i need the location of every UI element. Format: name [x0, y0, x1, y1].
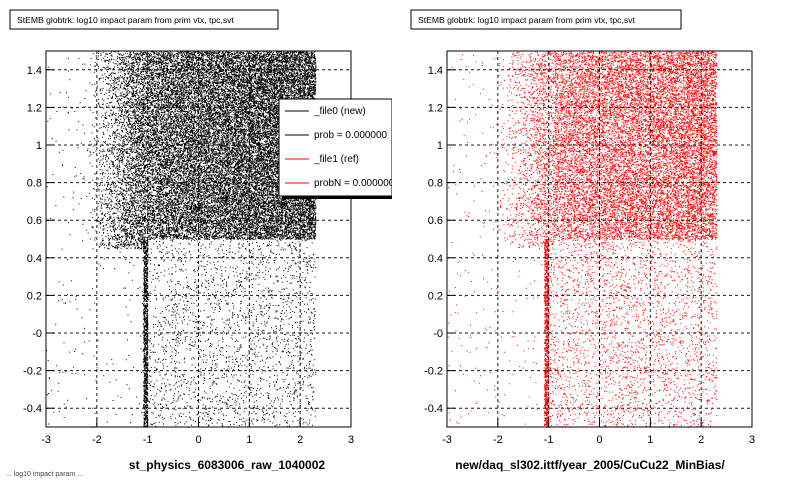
scatter-points — [447, 51, 718, 428]
title-box: StEMB globtrk: log10 impact param from p… — [410, 9, 682, 30]
y-tick-label: -0.2 — [23, 366, 42, 378]
x-tick-label: -1 — [544, 434, 554, 446]
title-box: StEMB globtrk: log10 impact param from p… — [9, 9, 279, 30]
legend-entry: probN = 0.000000 — [285, 178, 395, 189]
y-tick-label: 1 — [36, 140, 42, 152]
y-tick-label: 0.6 — [428, 215, 443, 227]
legend-entry: prob = 0.000000 — [285, 130, 388, 141]
y-tick-label: 0.8 — [27, 178, 42, 190]
legend-label: _file1 (ref) — [313, 154, 359, 165]
x-tick-label: -3 — [442, 434, 452, 446]
chart-title: StEMB globtrk: log10 impact param from p… — [418, 15, 635, 25]
y-tick-label: 1.2 — [428, 102, 443, 114]
legend-label: probN = 0.000000 — [314, 178, 395, 189]
legend: _file0 (new) prob = 0.000000 _file1 (ref) p… — [278, 98, 398, 201]
y-tick-label: 0.4 — [428, 253, 443, 265]
left-panel: StEMB globtrk: log10 impact param from p… — [9, 9, 398, 472]
y-tick-label: 1.4 — [27, 65, 42, 77]
y-tick-label: -0.4 — [23, 403, 42, 415]
y-tick-label: 0.2 — [428, 290, 443, 302]
y-tick-label: 0.4 — [27, 253, 42, 265]
y-tick-label: 0.2 — [27, 290, 42, 302]
y-tick-label: 0.6 — [27, 215, 42, 227]
axis-ticks: -3 -2 -1 0 1 2 3 -0.4 -0.2 -0 0.2 0.4 0.6 0.8 1 1.2 1.4 — [23, 65, 354, 446]
y-tick-label: -0.2 — [424, 366, 443, 378]
legend-entry: _file1 (ref) — [285, 154, 359, 165]
y-tick-label: -0 — [32, 328, 42, 340]
x-tick-label: -1 — [143, 434, 153, 446]
y-tick-label: 0.8 — [428, 178, 443, 190]
legend-label: _file0 (new) — [313, 106, 366, 117]
scatter-marks — [447, 51, 718, 428]
x-tick-label: -2 — [493, 434, 503, 446]
x-tick-label: -2 — [92, 434, 102, 446]
y-tick-label: -0 — [433, 328, 443, 340]
legend-label: prob = 0.000000 — [314, 130, 388, 141]
y-tick-label: 1 — [437, 140, 443, 152]
axis-ticks: -3 -2 -1 0 1 2 3 -0.4 -0.2 -0 0.2 0.4 0.6 0.8 1 1.2 1.4 — [424, 65, 755, 446]
footer-text: ... log10 impact param ... — [6, 471, 83, 478]
x-tick-label: 0 — [596, 434, 602, 446]
y-tick-label: 1.4 — [428, 65, 443, 77]
x-tick-label: 3 — [348, 434, 354, 446]
x-axis-title: st_physics_6083006_raw_1040002 — [129, 458, 325, 472]
x-axis-title: new/daq_sl302.ittf/year_2005/CuCu22_MinB… — [455, 458, 725, 472]
x-tick-label: 1 — [246, 434, 252, 446]
x-tick-label: 1 — [647, 434, 653, 446]
legend-entry: _file0 (new) — [285, 106, 366, 117]
right-panel: StEMB globtrk: log10 impact param from p… — [410, 9, 755, 472]
y-tick-label: -0.4 — [424, 403, 443, 415]
y-tick-label: 1.2 — [27, 102, 42, 114]
chart-title: StEMB globtrk: log10 impact param from p… — [17, 15, 234, 25]
x-tick-label: 3 — [749, 434, 755, 446]
x-tick-label: 2 — [698, 434, 704, 446]
x-tick-label: 2 — [297, 434, 303, 446]
x-tick-label: -3 — [41, 434, 51, 446]
x-tick-label: 0 — [195, 434, 201, 446]
